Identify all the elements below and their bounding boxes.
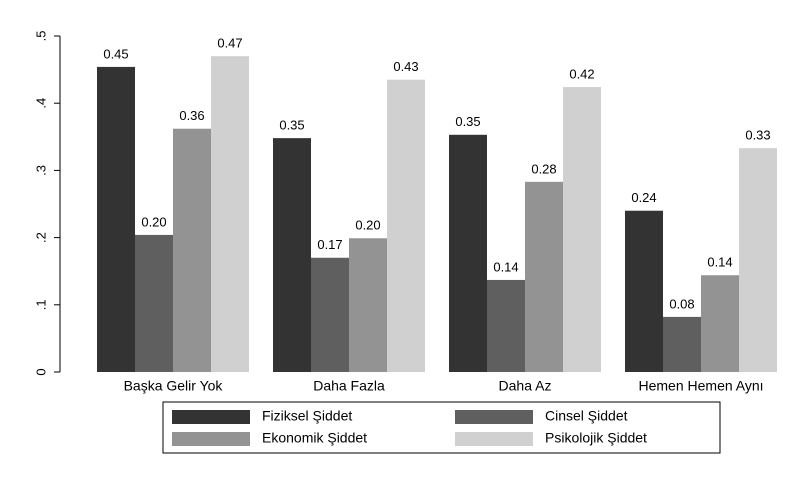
x-tick-label: Daha Fazla [313,378,385,394]
value-label: 0.36 [179,108,204,123]
y-tick-label: 0 [33,368,48,375]
value-label: 0.28 [531,161,556,176]
legend-swatch [172,432,250,446]
bar [739,148,777,372]
y-tick-label: .4 [33,98,48,109]
value-label: 0.47 [217,36,242,51]
value-label: 0.14 [493,259,518,274]
bar [211,56,249,372]
y-tick-label: .5 [33,31,48,42]
value-label: 0.42 [569,67,594,82]
legend-label: Psikolojik Şiddet [545,430,647,446]
value-label: 0.35 [455,114,480,129]
bar [135,234,173,372]
bar [701,275,739,372]
value-label: 0.24 [631,190,656,205]
legend-label: Ekonomik Şiddet [262,430,367,446]
value-label: 0.45 [103,46,128,61]
value-label: 0.20 [355,218,380,233]
value-label: 0.14 [707,255,732,270]
bar [349,238,387,372]
value-label: 0.20 [141,214,166,229]
legend-swatch [172,410,250,424]
bar [663,316,701,372]
legend-label: Cinsel Şiddet [545,408,628,424]
x-tick-label: Daha Az [499,378,552,394]
bar [449,134,487,372]
value-label: 0.35 [279,118,304,133]
x-tick-label: Başka Gelir Yok [124,378,224,394]
bar [311,257,349,372]
bar [97,66,135,373]
legend-label: Fiziksel Şiddet [262,408,352,424]
y-tick-label: .3 [33,165,48,176]
bar [525,181,563,372]
bar [173,128,211,372]
legend-swatch [455,410,533,424]
x-tick-label: Hemen Hemen Aynı [638,378,763,394]
bar [273,138,311,372]
bar [563,87,601,373]
bar [487,279,525,372]
value-label: 0.43 [393,59,418,74]
legend-swatch [455,432,533,446]
value-label: 0.33 [745,128,770,143]
bar [387,79,425,373]
y-tick-label: .1 [33,299,48,310]
legend [162,401,721,454]
bar [625,210,663,372]
value-label: 0.08 [669,296,694,311]
value-label: 0.17 [317,237,342,252]
y-tick-label: .2 [33,232,48,243]
